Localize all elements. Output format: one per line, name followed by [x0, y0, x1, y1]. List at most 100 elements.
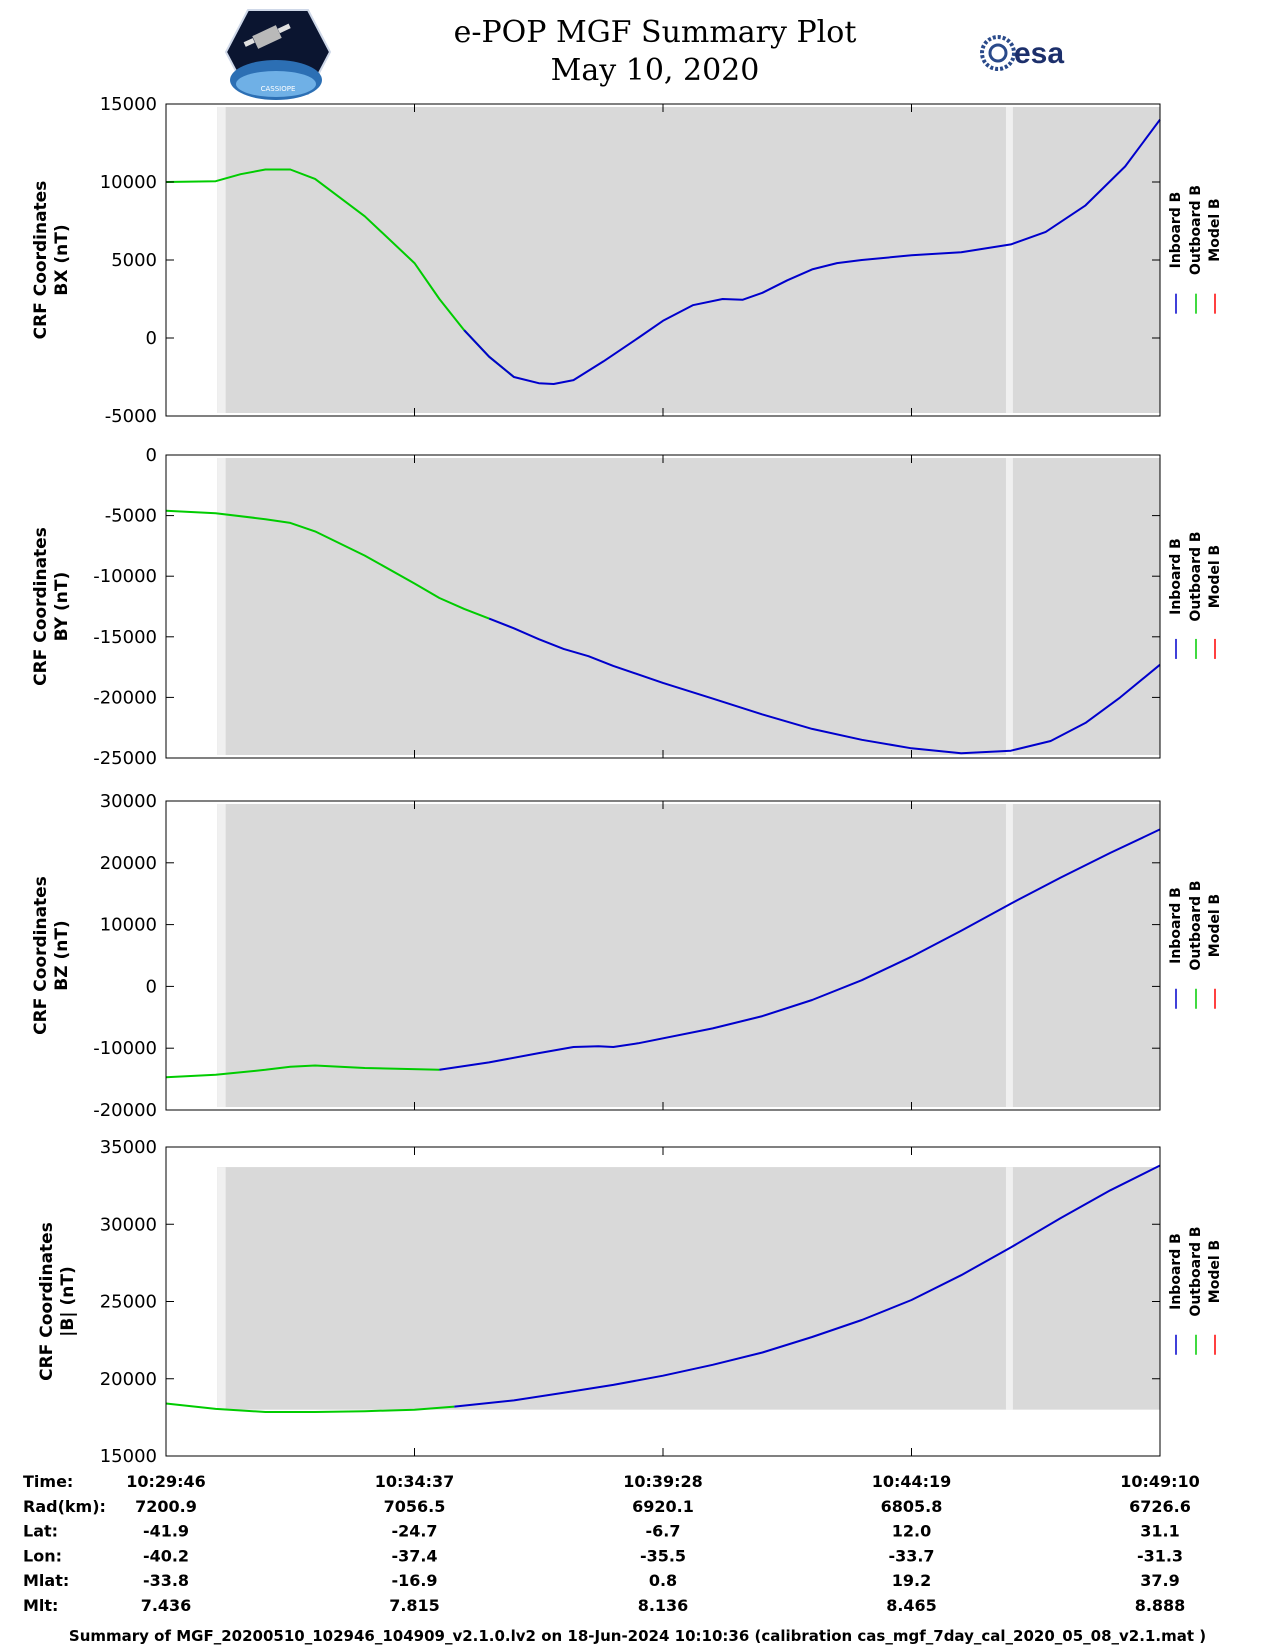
series-line-inboard-b: [488, 617, 1161, 755]
chart-title: e-POP MGF Summary Plot May 10, 2020: [380, 14, 930, 90]
legend-label: Outboard B: [1188, 531, 1204, 621]
series-line-inboard-b: [439, 828, 1161, 1071]
y-axis-label-line: BY (nT): [52, 572, 72, 642]
y-tick-label: 15000: [100, 1446, 157, 1467]
esa-logo-text: esa: [1014, 37, 1064, 70]
title-line-1: e-POP MGF Summary Plot: [453, 15, 857, 50]
legend-label: Model B: [1207, 198, 1223, 261]
info-cell: 6726.6: [1129, 1497, 1191, 1516]
info-cell: -40.2: [143, 1546, 189, 1565]
panel-3: 30000 20000 10000 0 -10000 -20000 CRF Coordina…: [31, 791, 1223, 1121]
y-axis-label-line: |B| (nT): [58, 1266, 78, 1337]
y-axis-label-line: CRF Coordinates: [31, 876, 51, 1035]
series-line-inboard-b: [463, 119, 1161, 385]
legend-label: Inboard B: [1168, 192, 1184, 269]
info-row-label: Lon:: [23, 1546, 62, 1565]
y-tick-label: -5000: [105, 506, 157, 527]
coverage-gap: [217, 804, 226, 1107]
info-cell: -31.3: [1137, 1546, 1183, 1565]
coverage-gap: [217, 1167, 226, 1410]
y-tick-label: 0: [146, 328, 157, 349]
time-tick-label: 10:44:19: [872, 1472, 952, 1491]
info-cell: 7200.9: [135, 1497, 197, 1516]
info-cell: -6.7: [646, 1522, 681, 1541]
info-cell: -33.8: [143, 1571, 189, 1590]
y-tick-label: 10000: [100, 915, 157, 936]
legend-label: Outboard B: [1188, 185, 1204, 275]
y-tick-label: -25000: [93, 748, 157, 769]
legend-label: Inboard B: [1168, 887, 1184, 964]
coverage-gap: [1005, 804, 1013, 1107]
legend-label: Inboard B: [1168, 538, 1184, 615]
y-tick-label: 5000: [111, 250, 157, 271]
info-cell: 31.1: [1140, 1522, 1179, 1541]
y-tick-label: 15000: [100, 94, 157, 115]
y-tick-label: 30000: [100, 791, 157, 812]
time-tick-label: 10:29:46: [126, 1472, 206, 1491]
coverage-region: [217, 458, 1161, 755]
info-cell: 6805.8: [881, 1497, 943, 1516]
y-axis-label-line: CRF Coordinates: [31, 527, 51, 686]
series-line-inboard-b: [454, 1164, 1161, 1408]
time-tick-label: 10:49:10: [1120, 1472, 1200, 1491]
footer-caption: Summary of MGF_20200510_102946_104909_v2…: [68, 1627, 1207, 1645]
info-cell: 7.815: [389, 1596, 440, 1615]
y-tick-label: 10000: [100, 172, 157, 193]
coverage-gap: [1005, 107, 1013, 413]
info-cell: -37.4: [391, 1546, 437, 1565]
coverage-region: [217, 107, 1161, 413]
info-cell: -16.9: [391, 1571, 437, 1590]
info-cell: -33.7: [888, 1546, 934, 1565]
y-tick-label: 20000: [100, 853, 157, 874]
legend-label: Outboard B: [1188, 880, 1204, 970]
y-tick-label: -15000: [93, 627, 157, 648]
info-cell: -41.9: [143, 1522, 189, 1541]
series-line-outboard-b: [165, 1402, 455, 1413]
info-cell: 8.888: [1135, 1596, 1186, 1615]
esa-logo: esa: [980, 35, 1064, 71]
y-axis-label: CRF CoordinatesBZ (nT): [31, 876, 72, 1035]
y-axis-label: CRF Coordinates|B| (nT): [37, 1222, 78, 1381]
info-cell: 8.465: [886, 1596, 937, 1615]
time-tick-label: 10:39:28: [623, 1472, 703, 1491]
info-cell: 7.436: [141, 1596, 192, 1615]
y-axis-label: CRF CoordinatesBY (nT): [31, 527, 72, 686]
y-tick-label: 35000: [100, 1137, 157, 1158]
info-cell: 37.9: [1140, 1571, 1179, 1590]
y-axis-label-line: BZ (nT): [52, 920, 72, 990]
info-row-label: Lat:: [23, 1522, 58, 1541]
legend-label: Outboard B: [1188, 1226, 1204, 1316]
legend-label: Model B: [1207, 545, 1223, 608]
info-cell: 12.0: [892, 1522, 931, 1541]
coverage-gap: [1005, 1167, 1013, 1410]
y-tick-label: 20000: [100, 1369, 157, 1390]
series-line-outboard-b: [165, 509, 490, 620]
title-date: May 10, 2020: [550, 53, 760, 88]
coverage-gap: [1005, 458, 1013, 755]
info-cell: 19.2: [892, 1571, 931, 1590]
coverage-gap: [217, 458, 226, 755]
y-tick-label: 25000: [100, 1292, 157, 1313]
y-tick-label: 0: [146, 976, 157, 997]
cassiope-logo: CASSIOPE: [224, 9, 332, 100]
info-cell: -35.5: [640, 1546, 686, 1565]
coverage-region: [217, 804, 1161, 1107]
info-cell: 8.136: [638, 1596, 689, 1615]
time-tick-label: 10:34:37: [375, 1472, 455, 1491]
info-row-label: Mlt:: [23, 1596, 58, 1615]
legend-label: Inboard B: [1168, 1233, 1184, 1310]
panel-1: 15000 10000 5000 0 -5000 CRF CoordinatesBX (n…: [31, 94, 1223, 427]
info-row-label: Time:: [23, 1472, 73, 1491]
y-axis-label-line: CRF Coordinates: [31, 181, 51, 340]
y-tick-label: 30000: [100, 1214, 157, 1235]
info-cell: 7056.5: [384, 1497, 446, 1516]
coverage-region: [217, 1167, 1161, 1410]
y-tick-label: 0: [146, 445, 157, 466]
legend-label: Model B: [1207, 1240, 1223, 1303]
y-tick-label: -10000: [93, 566, 157, 587]
y-tick-label: -10000: [93, 1038, 157, 1059]
info-cell: 0.8: [649, 1571, 677, 1590]
info-row-label: Mlat:: [23, 1571, 69, 1590]
panel-4: 35000 30000 25000 20000 15000 CRF Coordinates…: [37, 1137, 1223, 1467]
